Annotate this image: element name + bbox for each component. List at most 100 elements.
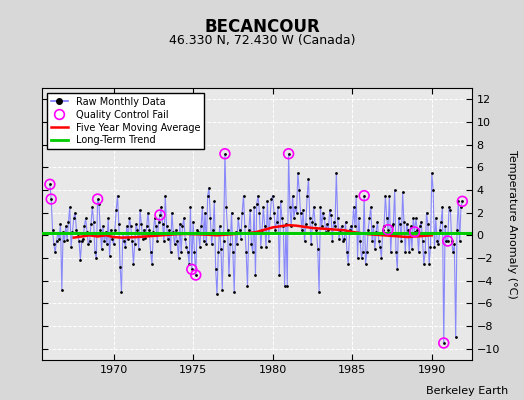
Point [437, 218, 445, 225]
Point [307, 241, 315, 248]
Point [440, 340, 448, 346]
Point [299, 207, 308, 214]
Point [392, 249, 400, 256]
Point [258, 226, 266, 233]
Point [280, 283, 289, 290]
Point [178, 223, 187, 230]
Point [67, 244, 75, 250]
Point [170, 241, 179, 248]
Point [351, 223, 359, 230]
Point [247, 241, 256, 248]
Point [203, 192, 212, 199]
Point [158, 221, 167, 227]
Point [352, 192, 361, 199]
Point [108, 236, 116, 242]
Point [362, 260, 370, 267]
Point [172, 226, 180, 233]
Point [228, 249, 237, 256]
Text: BECANCOUR: BECANCOUR [204, 18, 320, 36]
Point [124, 236, 133, 242]
Point [130, 241, 139, 248]
Point [205, 184, 213, 191]
Point [123, 223, 131, 230]
Point [103, 241, 111, 248]
Point [70, 215, 78, 222]
Point [246, 207, 254, 214]
Point [417, 218, 425, 225]
Point [312, 226, 321, 233]
Point [248, 249, 257, 256]
Point [168, 210, 176, 216]
Point [315, 289, 323, 295]
Point [239, 192, 248, 199]
Point [143, 223, 151, 230]
Point [413, 226, 421, 233]
Point [233, 241, 241, 248]
Point [212, 266, 220, 272]
Point [316, 204, 324, 210]
Point [156, 212, 164, 218]
Point [120, 238, 128, 244]
Point [368, 238, 376, 244]
Point [336, 226, 344, 233]
Point [87, 221, 95, 227]
Point [356, 238, 364, 244]
Point [242, 249, 250, 256]
Point [257, 244, 265, 250]
Point [450, 241, 458, 248]
Point [421, 249, 429, 256]
Point [150, 215, 159, 222]
Point [432, 215, 440, 222]
Point [133, 226, 141, 233]
Point [266, 215, 274, 222]
Point [311, 221, 319, 227]
Point [183, 249, 192, 256]
Point [365, 215, 374, 222]
Point [75, 238, 83, 244]
Point [430, 244, 439, 250]
Point [200, 238, 208, 244]
Point [332, 170, 341, 176]
Point [174, 255, 183, 261]
Point [217, 246, 225, 252]
Point [350, 204, 358, 210]
Point [325, 207, 334, 214]
Point [372, 229, 380, 235]
Point [116, 264, 124, 270]
Point [335, 236, 343, 242]
Point [147, 249, 155, 256]
Point [347, 223, 355, 230]
Point [420, 260, 428, 267]
Point [305, 215, 314, 222]
Point [279, 223, 288, 230]
Point [360, 192, 368, 199]
Point [291, 204, 299, 210]
Point [380, 223, 388, 230]
Point [295, 187, 303, 193]
Point [425, 260, 433, 267]
Point [95, 200, 103, 207]
Point [328, 238, 336, 244]
Point [283, 283, 291, 290]
Point [47, 196, 56, 202]
Point [227, 210, 236, 216]
Point [348, 229, 356, 235]
Point [327, 212, 335, 218]
Point [129, 260, 138, 267]
Point [180, 215, 188, 222]
Point [195, 244, 204, 250]
Point [128, 238, 136, 244]
Point [290, 215, 298, 222]
Point [110, 241, 118, 248]
Point [83, 229, 91, 235]
Point [237, 236, 245, 242]
Point [163, 236, 172, 242]
Point [68, 229, 77, 235]
Point [140, 226, 148, 233]
Point [117, 289, 126, 295]
Point [230, 289, 238, 295]
Point [324, 226, 333, 233]
Point [407, 223, 415, 230]
Point [138, 236, 147, 242]
Point [90, 218, 98, 225]
